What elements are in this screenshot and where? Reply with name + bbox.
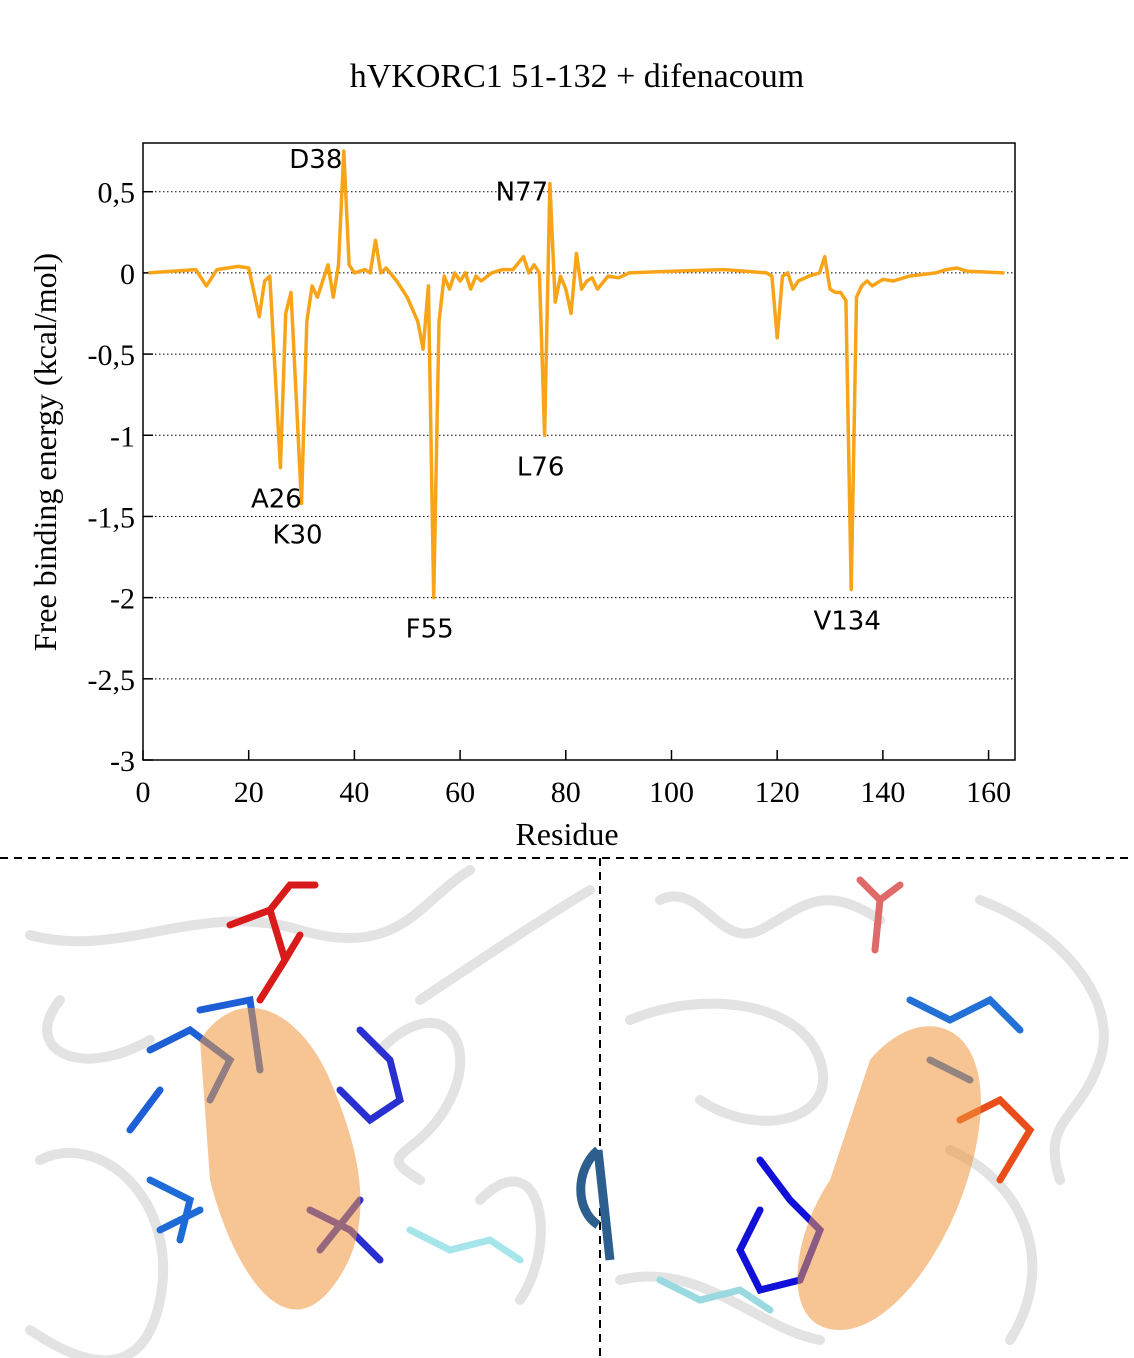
y-tick-label: 0: [120, 258, 135, 291]
x-tick-label: 120: [755, 776, 800, 809]
ligand-surface: [797, 1026, 981, 1330]
ribbons: [25, 865, 1109, 1358]
annotation: V134: [813, 607, 880, 637]
annotation: N77: [496, 178, 549, 208]
annotation: L76: [517, 452, 565, 482]
y-tick-label: -2,5: [88, 664, 136, 697]
annotation: D38: [289, 145, 342, 175]
annotation: K30: [272, 520, 322, 550]
plot-frame: [142, 142, 1016, 761]
y-tick-label: -0,5: [88, 339, 136, 372]
x-tick-label: 40: [339, 776, 369, 809]
x-tick-label: 160: [966, 776, 1011, 809]
ligand-surface: [200, 1007, 361, 1310]
x-tick-label: 100: [649, 776, 694, 809]
y-axis-label: Free binding energy (kcal/mol): [27, 253, 63, 651]
y-tick-label: 0,5: [98, 177, 136, 210]
annotation: F55: [406, 615, 454, 645]
x-tick-label: 0: [136, 776, 151, 809]
structure-panels: [0, 857, 1134, 1358]
x-axis-label: Residue: [515, 816, 618, 852]
chart-title: hVKORC1 51-132 + difenacoum: [350, 58, 805, 95]
rotation-icon: [576, 1146, 615, 1261]
plot: -3 -2,5 -2 -1,5 -1 -0,5 0 0,5 0 20 40 60 80 100 120 140…: [88, 142, 1016, 809]
y-tick-label: -3: [110, 745, 135, 778]
x-tick-label: 140: [860, 776, 905, 809]
data-line: [148, 149, 1005, 600]
annotation: A26: [251, 485, 302, 515]
y-tick-label: -1,5: [88, 501, 136, 534]
y-tick-label: -1: [110, 420, 135, 453]
x-tick-label: 60: [445, 776, 475, 809]
x-tick-label: 20: [234, 776, 264, 809]
x-tick-label: 80: [551, 776, 581, 809]
y-tick-label: -2: [110, 583, 135, 616]
